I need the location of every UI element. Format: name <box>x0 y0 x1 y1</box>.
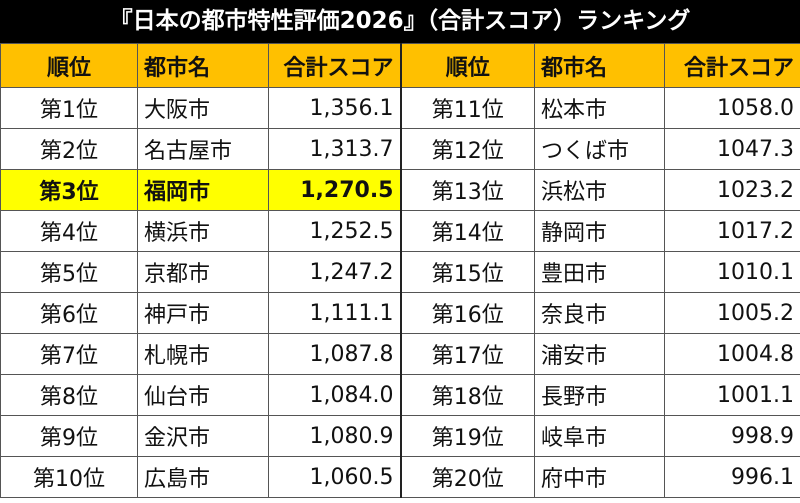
table-cell: 第7位 <box>0 333 138 375</box>
table-cell: 京都市 <box>137 251 269 293</box>
header-cell: 都市名 <box>534 43 665 88</box>
table-cell: 金沢市 <box>137 415 269 457</box>
table-cell: 岐阜市 <box>534 415 665 457</box>
header-cell: 合計スコア <box>268 43 401 88</box>
table-row: 第2位 名古屋市 1,313.7 第12位 つくば市 1047.3 <box>0 128 800 170</box>
table-cell: 第18位 <box>399 374 535 416</box>
table-cell: 第15位 <box>399 251 535 293</box>
table-body: 第1位 大阪市 1,356.1 第11位 松本市 1058.0 第2位 名古屋市 1,313.7… <box>0 87 800 498</box>
table-row: 第5位 京都市 1,247.2 第15位 豊田市 1010.1 <box>0 251 800 293</box>
ranking-table: 順位 都市名 合計スコア 順位 都市名 合計スコア 第1位 大阪市 1,356.1 第11位 松本… <box>0 43 800 498</box>
table-cell: 仙台市 <box>137 374 269 416</box>
table-row: 第7位 札幌市 1,087.8 第17位 浦安市 1004.8 <box>0 333 800 375</box>
table-header: 順位 都市名 合計スコア 順位 都市名 合計スコア <box>0 43 800 88</box>
table-cell: 第12位 <box>399 128 535 170</box>
table-cell: 奈良市 <box>534 292 665 334</box>
header-cell: 順位 <box>399 43 535 88</box>
table-cell: 998.9 <box>664 415 800 457</box>
table-row: 第1位 大阪市 1,356.1 第11位 松本市 1058.0 <box>0 87 800 129</box>
table-cell: 第17位 <box>399 333 535 375</box>
table-cell: 1023.2 <box>664 169 800 211</box>
table-cell: 第19位 <box>399 415 535 457</box>
table-row: 第8位 仙台市 1,084.0 第18位 長野市 1001.1 <box>0 374 800 416</box>
title: 『日本の都市特性評価2026』（合計スコア）ランキング <box>0 0 800 43</box>
table-cell: 第9位 <box>0 415 138 457</box>
table-cell: 1017.2 <box>664 210 800 252</box>
table-cell: つくば市 <box>534 128 665 170</box>
table-cell: 第2位 <box>0 128 138 170</box>
table-cell: 1010.1 <box>664 251 800 293</box>
table-cell: 第5位 <box>0 251 138 293</box>
table-cell: 第1位 <box>0 87 138 129</box>
table-cell: 豊田市 <box>534 251 665 293</box>
table-cell: 1,080.9 <box>268 415 401 457</box>
table-cell: 1,087.8 <box>268 333 401 375</box>
table-cell: 1,084.0 <box>268 374 401 416</box>
table-cell: 浦安市 <box>534 333 665 375</box>
table-cell: 1004.8 <box>664 333 800 375</box>
table-cell: 第6位 <box>0 292 138 334</box>
table-cell: 名古屋市 <box>137 128 269 170</box>
table-cell: 1047.3 <box>664 128 800 170</box>
table-row: 第4位 横浜市 1,252.5 第14位 静岡市 1017.2 <box>0 210 800 252</box>
table-cell: 第10位 <box>0 456 138 498</box>
table-cell: 浜松市 <box>534 169 665 211</box>
table-cell: 1,313.7 <box>268 128 401 170</box>
table-row: 第9位 金沢市 1,080.9 第19位 岐阜市 998.9 <box>0 415 800 457</box>
table-cell: 府中市 <box>534 456 665 498</box>
table-cell: 横浜市 <box>137 210 269 252</box>
table-cell: 第4位 <box>0 210 138 252</box>
table-cell: 1,356.1 <box>268 87 401 129</box>
table-cell: 1001.1 <box>664 374 800 416</box>
table-cell: 福岡市 <box>137 169 269 211</box>
header-row: 順位 都市名 合計スコア 順位 都市名 合計スコア <box>0 43 800 88</box>
table-cell: 996.1 <box>664 456 800 498</box>
table-cell: 1,247.2 <box>268 251 401 293</box>
table-cell: 松本市 <box>534 87 665 129</box>
table-cell: 静岡市 <box>534 210 665 252</box>
table-cell: 第13位 <box>399 169 535 211</box>
header-cell: 都市名 <box>137 43 269 88</box>
table-cell: 1058.0 <box>664 87 800 129</box>
table-row: 第6位 神戸市 1,111.1 第16位 奈良市 1005.2 <box>0 292 800 334</box>
header-cell: 合計スコア <box>664 43 800 88</box>
table-cell: 第8位 <box>0 374 138 416</box>
table-cell: 第16位 <box>399 292 535 334</box>
table-cell: 第20位 <box>399 456 535 498</box>
table-row: 第3位 福岡市 1,270.5 第13位 浜松市 1023.2 <box>0 169 800 211</box>
table-cell: 神戸市 <box>137 292 269 334</box>
table-cell: 第3位 <box>0 169 138 211</box>
table-cell: 第14位 <box>399 210 535 252</box>
table-cell: 1,060.5 <box>268 456 401 498</box>
header-cell: 順位 <box>0 43 138 88</box>
table-cell: 長野市 <box>534 374 665 416</box>
table-cell: 大阪市 <box>137 87 269 129</box>
table-cell: 1,270.5 <box>268 169 401 211</box>
table-row: 第10位 広島市 1,060.5 第20位 府中市 996.1 <box>0 456 800 498</box>
table-cell: 1,252.5 <box>268 210 401 252</box>
table-cell: 1,111.1 <box>268 292 401 334</box>
table-cell: 第11位 <box>399 87 535 129</box>
table-cell: 札幌市 <box>137 333 269 375</box>
table-cell: 広島市 <box>137 456 269 498</box>
table-cell: 1005.2 <box>664 292 800 334</box>
